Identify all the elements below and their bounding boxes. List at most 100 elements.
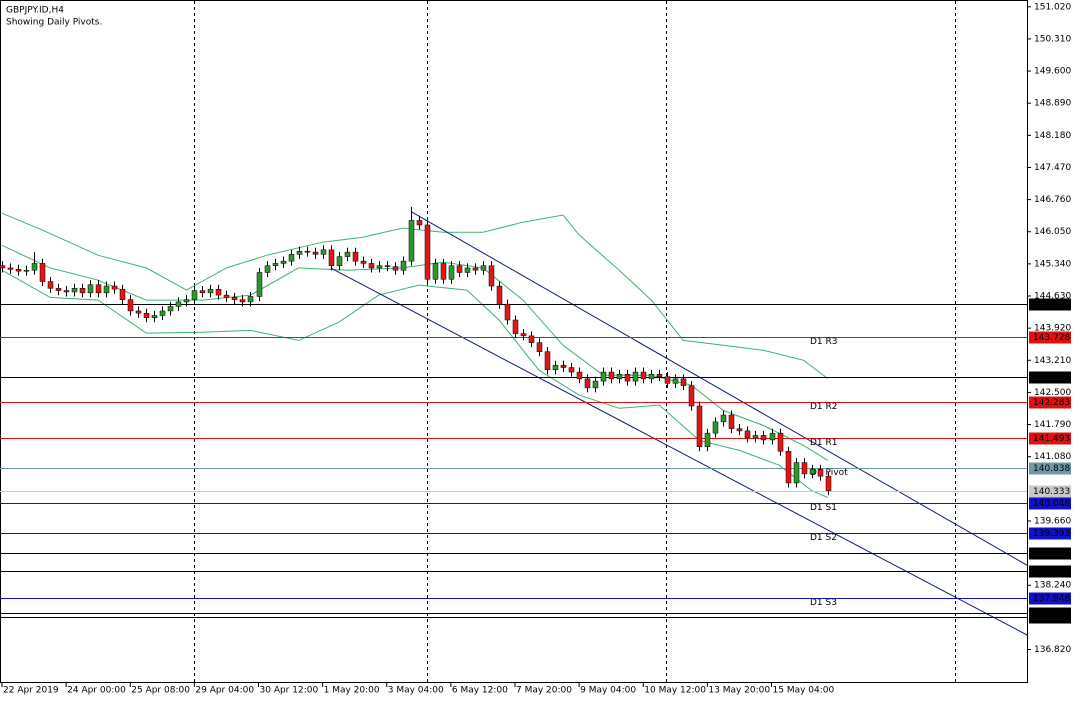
candle-body [512,319,519,334]
candle-body [600,371,607,382]
candle-body [568,367,575,373]
candle-body [544,351,551,371]
candle-body [712,421,719,434]
x-tick-label: 6 May 12:00 [452,686,508,696]
bollinger-band [1,212,828,379]
candle-body [825,475,832,491]
bollinger-band [1,269,828,498]
candle-body [432,263,439,280]
price-box [1029,565,1071,578]
candle-body [592,380,599,389]
y-tick-label: 143.920 [1034,324,1071,334]
candle-body [552,365,559,371]
x-tick-label: 29 Apr 04:00 [195,686,254,696]
candle-body [352,251,359,262]
x-tick-label: 1 May 20:00 [324,686,380,696]
x-tick-label: 3 May 04:00 [388,686,444,696]
price-label: 139.393 [1033,529,1070,539]
price-box [1029,485,1071,498]
candle-body [55,288,62,291]
candle-body [608,371,615,380]
level-name: D1 R3 [810,337,838,347]
price-box [1029,462,1071,475]
candle-body [23,269,30,272]
candle-body [199,290,206,294]
candle-body [408,220,415,262]
candle-body [360,260,367,264]
candle-body [496,285,503,305]
candle-body [87,284,94,294]
y-tick-label: 147.470 [1034,163,1071,173]
candle-body [744,430,751,438]
candle-body [15,269,22,272]
price-box [1029,298,1071,311]
price-label: 144.455 [1033,300,1070,310]
candle-body [312,251,319,255]
y-tick-label: 151.020 [1034,2,1071,12]
candle-body [728,414,735,429]
price-label: 140.333 [1033,487,1070,497]
candle-body [175,301,182,307]
candle-body [584,378,591,389]
y-tick-label: 144.630 [1034,292,1071,302]
candle-body [264,265,271,273]
y-tick-label: 149.600 [1034,67,1071,77]
candle-body [664,376,671,384]
candle-body [207,288,214,294]
candle-body [488,265,495,287]
price-label: 142.283 [1033,398,1070,408]
candle-body [392,266,399,271]
y-tick-label: 143.210 [1034,356,1071,366]
candle-body [416,220,423,226]
candle-body [752,435,759,438]
price-label: 140.048 [1033,499,1070,509]
candle-body [376,265,383,269]
candle-body [769,432,776,441]
candle-body [159,310,166,316]
chart-title: GBPJPY.ID,H4 [6,6,64,16]
candle-body [247,296,254,303]
candle-body [135,310,142,314]
candle-body [7,267,14,270]
candle-body [39,263,46,282]
plot-frame [0,0,1028,683]
candle-body [793,462,800,484]
price-box [1029,547,1071,560]
candle-body [696,405,703,447]
candle-body [464,267,471,273]
x-tick-label: 7 May 20:00 [516,686,572,696]
x-tick-label: 15 May 04:00 [773,686,835,696]
candle-body [79,288,86,294]
y-tick-label: 136.820 [1034,645,1071,655]
candle-body [809,469,816,475]
candle-body [504,303,511,321]
x-tick-label: 30 Apr 12:00 [260,686,319,696]
candle-body [384,265,391,267]
candle-body [280,260,287,264]
x-tick-label: 10 May 12:00 [644,686,706,696]
y-tick-label: 150.310 [1034,34,1071,44]
candle-body [328,249,335,266]
price-label: 143.728 [1033,333,1070,343]
x-tick-label: 25 Apr 08:00 [131,686,190,696]
candle-body [344,251,351,257]
candle-body [296,250,303,255]
candle-body [672,378,679,384]
candle-body [448,265,455,280]
candle-body [111,285,118,290]
candle-body [63,290,70,293]
price-label: 141.493 [1033,434,1070,444]
y-tick-label: 141.790 [1034,420,1071,430]
price-box [1029,331,1071,344]
candle-body [119,288,126,300]
level-name: D1 S3 [810,598,837,608]
candle-body [520,333,527,337]
candle-body [456,265,463,273]
candle-body [760,435,767,441]
y-tick-label: 148.890 [1034,99,1071,109]
candle-body [288,254,295,262]
x-tick-label: 13 May 20:00 [708,686,770,696]
y-tick-label: 141.080 [1034,452,1071,462]
price-label: 137.948 [1033,594,1070,604]
